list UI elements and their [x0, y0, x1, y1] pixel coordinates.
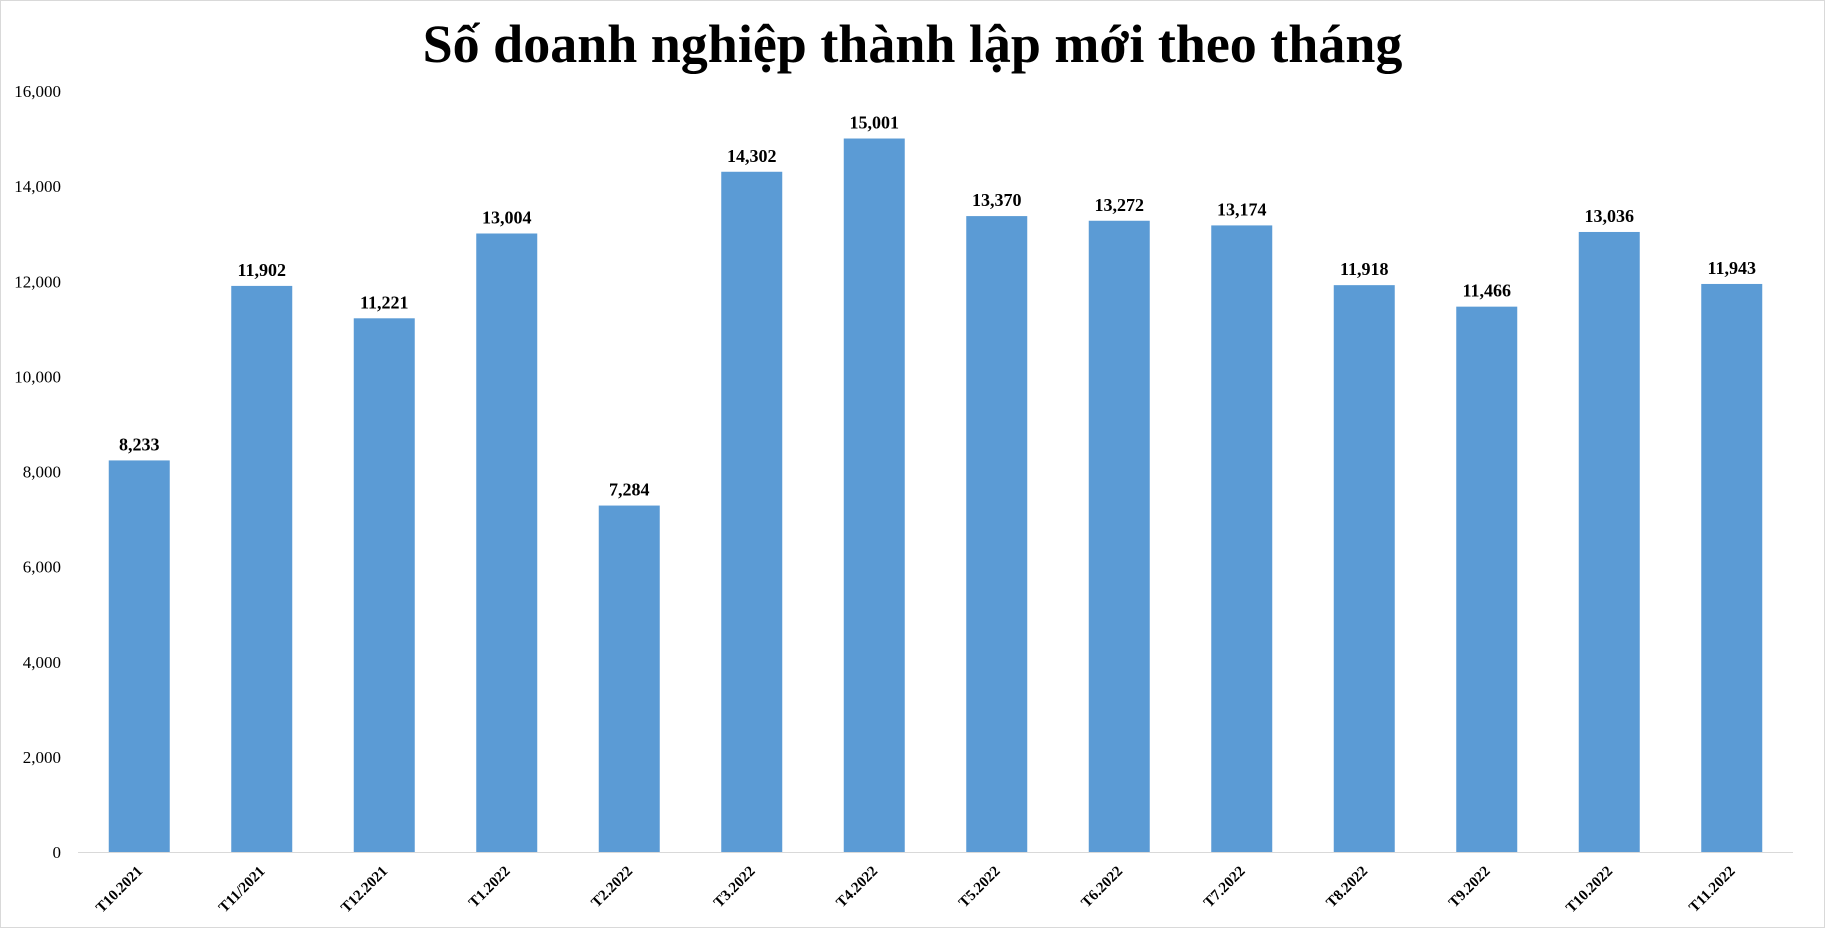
- y-tick-label: 14,000: [14, 177, 61, 196]
- bar: [231, 285, 293, 852]
- data-label: 14,302: [727, 146, 777, 166]
- x-tick-label: T9.2022: [1446, 864, 1494, 912]
- x-tick-label: T11.2022: [1686, 864, 1738, 916]
- bar: [1211, 225, 1273, 852]
- y-tick-label: 12,000: [14, 272, 61, 291]
- x-tick-label: T3.2022: [711, 864, 759, 912]
- bars: [108, 138, 1763, 853]
- data-label: 13,174: [1217, 199, 1267, 219]
- y-tick-label: 16,000: [14, 82, 61, 101]
- x-tick-label: T8.2022: [1324, 864, 1372, 912]
- data-label: 13,004: [482, 207, 532, 227]
- y-tick-label: 8,000: [23, 463, 61, 482]
- bar: [1578, 231, 1640, 853]
- x-tick-label: T6.2022: [1079, 864, 1127, 912]
- data-label: 11,943: [1707, 258, 1756, 278]
- y-axis-ticks: 0 2,000 4,000 6,000 8,000 10,000 12,000 14,000 1…: [14, 82, 61, 862]
- x-tick-label: T10.2022: [1563, 864, 1616, 917]
- bar: [1088, 220, 1150, 853]
- data-label: 13,036: [1585, 206, 1635, 226]
- y-tick-label: 6,000: [23, 558, 61, 577]
- data-label: 15,001: [850, 113, 900, 133]
- data-label: 11,902: [237, 260, 286, 280]
- x-tick-label: T12.2021: [338, 864, 391, 917]
- data-labels: 8,233 11,902 11,221 13,004 7,284 14,302 15,001…: [119, 113, 1756, 500]
- x-tick-label: T1.2022: [466, 864, 514, 912]
- data-label: 13,370: [972, 190, 1022, 210]
- bar: [598, 505, 660, 852]
- x-axis-ticks: T10.2021 T11/2021 T12.2021 T1.2022 T2.2022 T3…: [93, 864, 1738, 917]
- y-tick-label: 0: [53, 843, 62, 862]
- y-tick-label: 4,000: [23, 653, 61, 672]
- x-tick-label: T7.2022: [1201, 864, 1249, 912]
- data-label: 11,221: [360, 292, 409, 312]
- bar: [476, 233, 538, 852]
- bar: [1701, 283, 1763, 852]
- bar: [108, 460, 170, 852]
- bar: [1456, 306, 1518, 852]
- bar: [843, 138, 905, 852]
- x-tick-label: T10.2021: [93, 864, 146, 917]
- x-tick-label: T11/2021: [216, 864, 269, 917]
- bar: [353, 318, 415, 853]
- x-tick-label: T5.2022: [956, 864, 1004, 912]
- chart-title: Số doanh nghiệp thành lập mới theo tháng: [422, 14, 1403, 74]
- bar: [966, 216, 1028, 853]
- data-label: 13,272: [1095, 195, 1145, 215]
- y-tick-label: 2,000: [23, 748, 61, 767]
- x-tick-label: T2.2022: [589, 864, 637, 912]
- y-tick-label: 10,000: [14, 367, 61, 386]
- data-label: 8,233: [119, 434, 160, 454]
- bar: [721, 171, 783, 853]
- data-label: 7,284: [609, 480, 650, 500]
- x-tick-label: T4.2022: [834, 864, 882, 912]
- bar: [1333, 285, 1395, 852]
- data-label: 11,466: [1462, 281, 1511, 301]
- data-label: 11,918: [1340, 259, 1389, 279]
